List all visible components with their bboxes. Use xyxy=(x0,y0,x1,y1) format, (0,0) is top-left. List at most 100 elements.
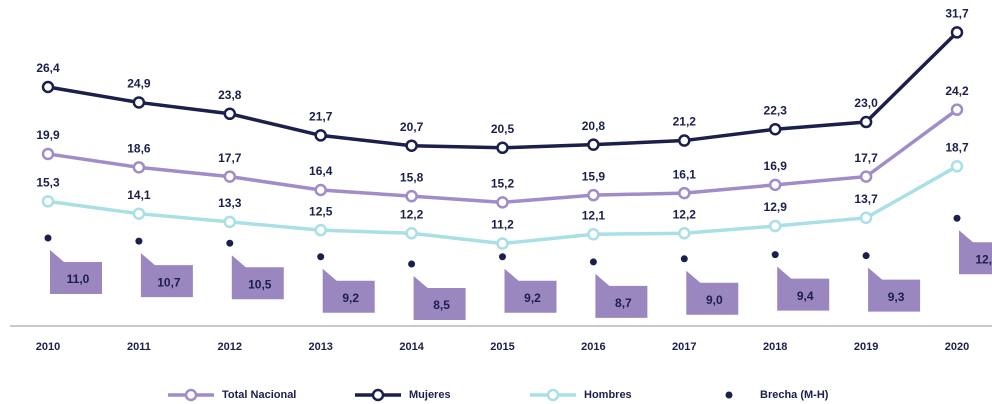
point xyxy=(223,107,237,121)
callout-box xyxy=(413,276,466,320)
point xyxy=(41,195,55,208)
point xyxy=(953,214,961,222)
data-label: 12,1 xyxy=(582,208,606,222)
data-label: 8,5 xyxy=(433,298,450,312)
point xyxy=(950,103,964,116)
point xyxy=(859,170,873,183)
x-tick-label: 2017 xyxy=(672,341,696,353)
data-label: 15,2 xyxy=(491,177,515,191)
legend-marker xyxy=(546,388,560,402)
data-label: 23,0 xyxy=(854,96,878,110)
point xyxy=(859,115,873,129)
point xyxy=(223,170,237,183)
callout-box xyxy=(50,250,102,294)
point xyxy=(405,189,418,203)
data-label: 17,7 xyxy=(218,151,242,165)
point xyxy=(678,134,691,147)
data-label: 12,2 xyxy=(400,207,424,221)
point xyxy=(496,196,509,209)
point xyxy=(499,253,506,261)
legend-marker xyxy=(725,391,733,399)
callout-box xyxy=(686,270,739,315)
legend-label: Total Nacional xyxy=(222,389,296,401)
data-label: 20,7 xyxy=(400,120,424,134)
data-label: 16,9 xyxy=(764,159,788,173)
point xyxy=(950,26,964,39)
point xyxy=(587,228,600,241)
point xyxy=(496,141,509,155)
x-tick-label: 2010 xyxy=(36,341,60,353)
x-tick-label: 2020 xyxy=(945,341,969,353)
callout-box xyxy=(595,273,648,318)
legend-marker xyxy=(184,388,198,402)
data-label: 15,9 xyxy=(582,169,606,183)
data-label: 18,7 xyxy=(945,140,969,154)
point xyxy=(132,96,146,109)
data-label: 12,9 xyxy=(975,252,992,266)
data-label: 23,8 xyxy=(218,88,242,102)
callout-box xyxy=(322,268,375,313)
data-label: 31,7 xyxy=(945,7,969,21)
data-label: 9,4 xyxy=(797,289,814,303)
point xyxy=(405,227,418,240)
x-tick-label: 2015 xyxy=(490,341,514,353)
data-label: 21,7 xyxy=(309,110,333,124)
data-label: 14,1 xyxy=(127,188,151,202)
data-label: 20,5 xyxy=(491,122,515,136)
point xyxy=(862,252,870,260)
point xyxy=(226,239,234,247)
x-tick-label: 2014 xyxy=(399,341,424,353)
data-label: 22,3 xyxy=(764,103,788,117)
data-label: 16,4 xyxy=(309,164,333,178)
x-tick-label: 2012 xyxy=(218,341,242,353)
data-label: 24,9 xyxy=(127,77,151,91)
x-tick-label: 2011 xyxy=(127,341,151,353)
legend-label: Hombres xyxy=(584,389,632,401)
point xyxy=(678,227,691,240)
data-label: 10,7 xyxy=(157,275,181,289)
data-label: 12,9 xyxy=(764,200,788,214)
point xyxy=(587,138,600,151)
callout-box xyxy=(231,255,284,300)
point xyxy=(405,139,418,152)
callout-box xyxy=(959,230,992,275)
point xyxy=(408,260,416,268)
point xyxy=(859,211,873,225)
point xyxy=(496,237,509,250)
data-label: 8,7 xyxy=(615,296,632,310)
data-label: 19,9 xyxy=(36,128,60,142)
point xyxy=(317,253,325,261)
point xyxy=(314,183,327,197)
data-label: 20,8 xyxy=(582,119,606,133)
point xyxy=(589,258,597,266)
point xyxy=(132,207,146,220)
callout-box xyxy=(777,266,830,311)
legend-label: Mujeres xyxy=(409,389,451,401)
point xyxy=(768,219,782,233)
data-label: 13,7 xyxy=(854,192,878,206)
point xyxy=(132,161,146,174)
data-label: 13,3 xyxy=(218,196,242,210)
data-label: 18,6 xyxy=(127,142,151,156)
data-label: 9,2 xyxy=(342,291,359,305)
data-label: 11,0 xyxy=(67,272,90,286)
point xyxy=(314,223,327,237)
point xyxy=(135,237,143,245)
data-label: 15,8 xyxy=(400,170,424,184)
data-label: 10,5 xyxy=(248,277,272,291)
point xyxy=(314,129,327,142)
point xyxy=(587,188,600,202)
point xyxy=(680,255,688,263)
data-label: 26,4 xyxy=(36,61,60,75)
legend-label: Brecha (M-H) xyxy=(760,389,829,401)
point xyxy=(768,178,782,192)
point xyxy=(44,234,52,242)
data-label: 12,2 xyxy=(673,207,697,221)
point xyxy=(678,186,691,200)
x-tick-label: 2019 xyxy=(854,341,878,353)
data-label: 24,2 xyxy=(945,84,969,98)
point xyxy=(41,80,55,94)
point xyxy=(771,251,779,259)
callout-box xyxy=(140,253,193,298)
